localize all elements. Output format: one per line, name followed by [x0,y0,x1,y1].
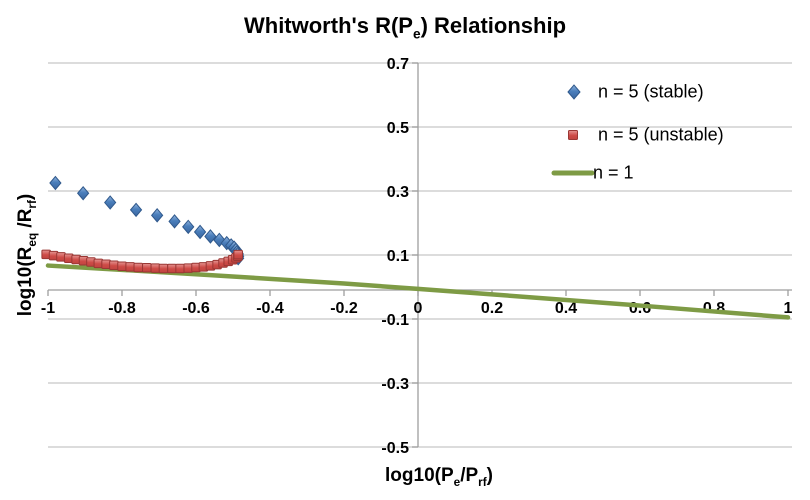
x-tick-label: 0.6 [629,300,651,317]
x-axis-title: log10(Pe/Prf) [385,465,493,489]
data-point-diamond [150,208,164,223]
data-point-square [150,263,161,273]
data-point-square [133,262,144,273]
data-point-square [233,249,243,260]
data-point-diamond [104,195,117,210]
y-tick-label: 0.5 [387,120,409,137]
legend-marker-diamond [567,84,581,100]
chart-title-text-2: ) Relationship [420,13,567,38]
chart-title: Whitworth's R(Pe) Relationship [0,13,810,41]
y-tick-label: 0.7 [387,56,409,73]
data-point-square [142,263,152,273]
data-point-square [125,262,135,272]
data-point-diamond [204,229,217,244]
data-point-diamond [49,175,62,191]
legend-label-n5-stable: n = 5 (stable) [598,81,704,102]
x-tick-label: -0.6 [182,300,210,317]
y-tick-label: -0.5 [381,440,409,457]
data-point-diamond [129,202,143,218]
x-tick-label: -0.8 [108,300,136,317]
data-point-square [158,263,169,274]
data-point-square [101,259,111,270]
data-point-diamond [168,214,181,229]
y-tick-label: 0.1 [387,248,409,265]
line-series-n1 [45,263,791,320]
legend-marker-square [568,130,578,140]
x-tick-label: -0.4 [256,300,284,317]
data-point-diamond [182,219,195,235]
y-tick-label: 0.3 [387,184,409,201]
chart-title-subscript: e [412,26,421,42]
data-point-square [56,252,66,262]
data-point-square [167,263,177,274]
data-point-square [175,263,185,274]
legend-label-n1: n = 1 [593,162,634,183]
y-tick-label: -0.1 [381,312,409,329]
y-axis-title: log10(Req /Rrf) [15,193,39,317]
x-tick-label: 0.2 [481,300,503,317]
x-tick-label: 0.8 [703,300,725,317]
x-tick-label: -1 [41,300,55,317]
legend-label-n5-unstable: n = 5 (unstable) [598,124,724,145]
y-tick-label: -0.3 [381,376,409,393]
x-tick-label: -0.2 [330,300,358,317]
data-point-square [117,261,127,271]
data-point-diamond [193,224,207,240]
x-tick-label: 0 [414,300,423,317]
data-point-square [93,258,104,269]
data-point-square [109,260,119,270]
chart-title-text: Whitworth's R(P [243,13,413,38]
x-tick-label: 0.4 [555,300,577,317]
data-point-diamond [76,185,90,201]
data-point-square [183,263,193,273]
x-tick-label: 1 [784,300,793,317]
